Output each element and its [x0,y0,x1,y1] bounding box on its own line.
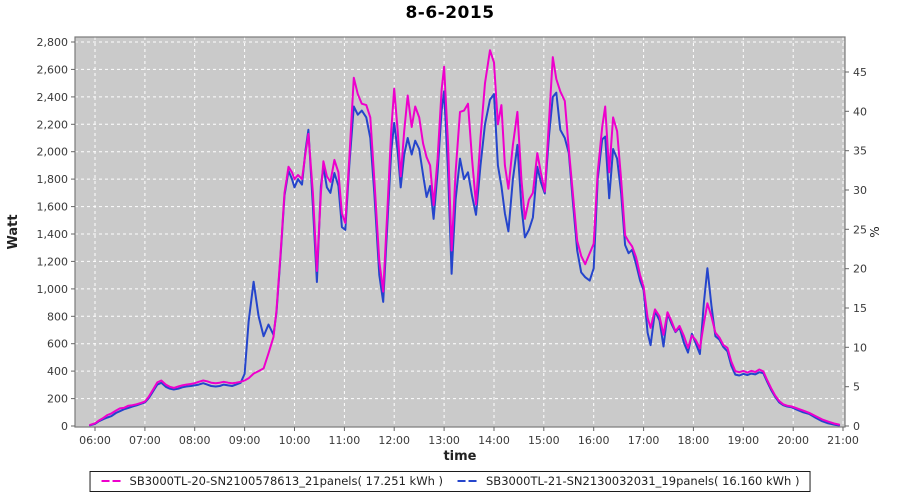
svg-text:2,400: 2,400 [37,91,69,104]
svg-text:16:00: 16:00 [578,434,610,447]
y-axis-right-title: % [868,226,882,237]
svg-text:21:00: 21:00 [827,434,859,447]
legend-line-sample-magenta-icon [101,480,124,482]
svg-text:18:00: 18:00 [678,434,710,447]
y-axis-right: 0 5 10 15 20 25 30 35 40 45 [845,66,867,433]
svg-text:15:00: 15:00 [528,434,560,447]
svg-text:400: 400 [47,365,68,378]
svg-text:2,000: 2,000 [37,146,69,159]
legend-label-inverter-20: SB3000TL-20-SN2100578613_21panels( 17.25… [129,474,443,488]
svg-text:1,800: 1,800 [37,173,69,186]
svg-text:0: 0 [853,420,860,433]
svg-text:2,600: 2,600 [37,63,69,76]
svg-text:200: 200 [47,393,68,406]
svg-text:1,600: 1,600 [37,201,69,214]
svg-text:07:00: 07:00 [129,434,161,447]
svg-text:10: 10 [853,341,867,354]
svg-text:600: 600 [47,338,68,351]
svg-text:19:00: 19:00 [727,434,759,447]
svg-text:5: 5 [853,381,860,394]
svg-text:15: 15 [853,302,867,315]
svg-text:1,000: 1,000 [37,283,69,296]
svg-text:09:00: 09:00 [229,434,261,447]
svg-text:25: 25 [853,223,867,236]
svg-text:2,200: 2,200 [37,118,69,131]
legend: SB3000TL-20-SN2100578613_21panels( 17.25… [89,471,811,492]
gridlines [75,37,845,427]
svg-text:30: 30 [853,184,867,197]
legend-line-sample-blue-icon [458,480,480,482]
plot-background [75,37,845,427]
series-line-sb3000tl-20 [89,49,841,426]
svg-text:11:00: 11:00 [329,434,361,447]
svg-text:0: 0 [61,420,68,433]
svg-text:20: 20 [853,263,867,276]
svg-text:40: 40 [853,105,867,118]
svg-text:800: 800 [47,310,68,323]
legend-item-inverter-21: SB3000TL-21-SN2130032031_19panels( 16.16… [457,474,799,488]
svg-text:08:00: 08:00 [179,434,211,447]
x-axis-title: time [443,449,476,464]
legend-item-inverter-20: SB3000TL-20-SN2100578613_21panels( 17.25… [101,474,443,488]
x-axis: 06:00 07:00 08:00 09:00 10:00 11:00 12:00 13:00… [79,427,859,447]
svg-text:06:00: 06:00 [79,434,111,447]
y-axis-left: 0 200 400 600 800 1,000 1,200 1,400 1,600 1,800 2,… [37,36,75,433]
y-axis-left-title: Watt [6,214,21,249]
svg-text:45: 45 [853,66,867,79]
svg-text:20:00: 20:00 [777,434,809,447]
svg-text:10:00: 10:00 [279,434,311,447]
svg-text:14:00: 14:00 [478,434,510,447]
svg-text:1,400: 1,400 [37,228,69,241]
svg-text:2,800: 2,800 [37,36,69,49]
chart-title: 8-6-2015 [405,3,495,23]
svg-text:17:00: 17:00 [628,434,660,447]
legend-label-inverter-21: SB3000TL-21-SN2130032031_19panels( 16.16… [486,474,800,488]
svg-text:1,200: 1,200 [37,255,69,268]
svg-text:13:00: 13:00 [428,434,460,447]
svg-text:35: 35 [853,145,867,158]
plot-border [74,36,846,428]
svg-text:12:00: 12:00 [378,434,410,447]
